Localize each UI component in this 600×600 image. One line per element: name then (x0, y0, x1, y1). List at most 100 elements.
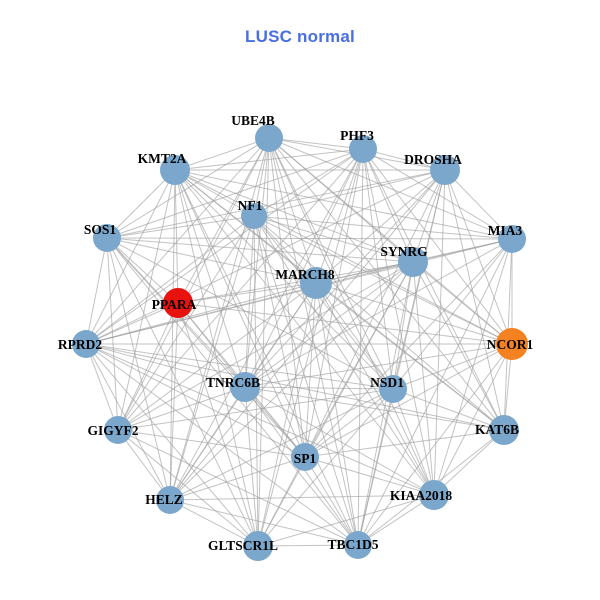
network-node-tnrc6b[interactable] (230, 372, 260, 402)
network-node-label-nf1: NF1 (238, 198, 263, 213)
network-edge (85, 137, 270, 345)
network-edge (117, 148, 364, 431)
network-node-label-drosha: DROSHA (404, 152, 462, 167)
network-node-mia3[interactable] (498, 225, 526, 253)
network-node-kmt2a[interactable] (160, 155, 190, 185)
network-node-label-march8: MARCH8 (275, 267, 334, 282)
network-node-label-sp1: SP1 (294, 451, 317, 466)
network-edge (257, 148, 364, 547)
network-edge (315, 148, 364, 284)
network-edge (85, 343, 246, 388)
network-edge (257, 544, 359, 547)
network-edge (106, 169, 176, 239)
network-edge (268, 137, 359, 546)
network-node-label-synrg: SYNRG (380, 244, 428, 259)
network-node-sos1[interactable] (93, 224, 121, 252)
network-edge (85, 343, 359, 546)
network-edge (315, 282, 394, 390)
network-edge (257, 388, 394, 547)
network-node-label-ppara: PPARA (152, 297, 197, 312)
network-edge (244, 386, 306, 458)
network-edge (169, 215, 255, 501)
labels-group: UBE4B PHF3 DROSHA KMT2A NF1 SOS1 MIA3 SYNRG MARC… (58, 113, 534, 553)
network-edge (106, 237, 259, 547)
network-edge (268, 137, 364, 150)
network-edge (433, 169, 446, 496)
network-edge (106, 237, 513, 240)
network-node-drosha[interactable] (430, 155, 460, 185)
network-node-label-kat6b: KAT6B (475, 422, 519, 437)
network-node-nf1[interactable] (241, 203, 267, 229)
network-edge (253, 215, 359, 546)
network-edge (177, 261, 414, 304)
network-edge (169, 169, 176, 501)
network-edge (304, 343, 513, 458)
network-edge (117, 429, 359, 546)
network-edge (268, 137, 513, 240)
network-node-ncor1[interactable] (496, 328, 528, 360)
nodes-group (72, 124, 528, 561)
network-edge (117, 261, 414, 431)
network-edge (304, 169, 446, 458)
network-edge (106, 237, 394, 390)
network-edge (268, 137, 513, 345)
network-edge (117, 429, 259, 547)
network-edge (117, 429, 171, 501)
network-edge (257, 456, 306, 547)
network-edge (174, 169, 179, 304)
network-edge (315, 282, 513, 345)
network-node-label-ncor1: NCOR1 (487, 337, 534, 352)
network-edge (174, 169, 435, 496)
network-node-helz[interactable] (156, 486, 184, 514)
network-edge (433, 343, 513, 496)
network-edge (357, 148, 364, 546)
network-node-gigyf2[interactable] (104, 416, 132, 444)
network-edge (244, 238, 513, 388)
network-edge (85, 148, 364, 345)
network-edge (362, 148, 513, 240)
network-edge (244, 343, 513, 388)
network-edge (174, 169, 255, 217)
network-edge (106, 237, 119, 431)
network-edge (106, 237, 317, 284)
network-node-phf3[interactable] (349, 135, 377, 163)
network-edge (253, 215, 513, 345)
network-node-kat6b[interactable] (489, 415, 519, 445)
network-node-label-tbc1d5: TBC1D5 (327, 537, 378, 552)
network-edge (169, 386, 246, 501)
network-edge (117, 302, 179, 431)
network-edge (433, 238, 513, 496)
network-edge (304, 388, 394, 458)
network-edge (174, 169, 359, 546)
network-node-label-sos1: SOS1 (84, 222, 117, 237)
network-edge (169, 499, 359, 546)
network-node-rprd2[interactable] (72, 330, 100, 358)
network-node-synrg[interactable] (398, 247, 428, 277)
network-node-nsd1[interactable] (379, 375, 407, 403)
network-edge (85, 343, 394, 390)
network-edge (362, 148, 435, 496)
network-edge (174, 169, 246, 388)
network-node-label-gigyf2: GIGYF2 (87, 423, 138, 438)
network-edge (315, 261, 414, 284)
network-edge (412, 261, 505, 431)
network-node-tbc1d5[interactable] (344, 531, 372, 559)
network-edge (304, 282, 317, 458)
network-edge (177, 282, 317, 304)
network-node-kiaa2018[interactable] (419, 480, 449, 510)
network-edge (268, 137, 505, 431)
network-node-ube4b[interactable] (255, 124, 283, 152)
network-edge (253, 215, 435, 496)
network-node-gltscr1l[interactable] (243, 531, 273, 561)
network-edge (412, 261, 513, 345)
network-edge (174, 137, 270, 171)
network-edge (362, 148, 414, 263)
network-edge (106, 237, 306, 458)
network-node-sp1[interactable] (291, 443, 319, 471)
network-edge (174, 169, 259, 547)
network-edge (169, 456, 306, 501)
edges-group (85, 137, 513, 547)
network-node-ppara[interactable] (163, 288, 193, 318)
network-node-march8[interactable] (300, 267, 332, 299)
